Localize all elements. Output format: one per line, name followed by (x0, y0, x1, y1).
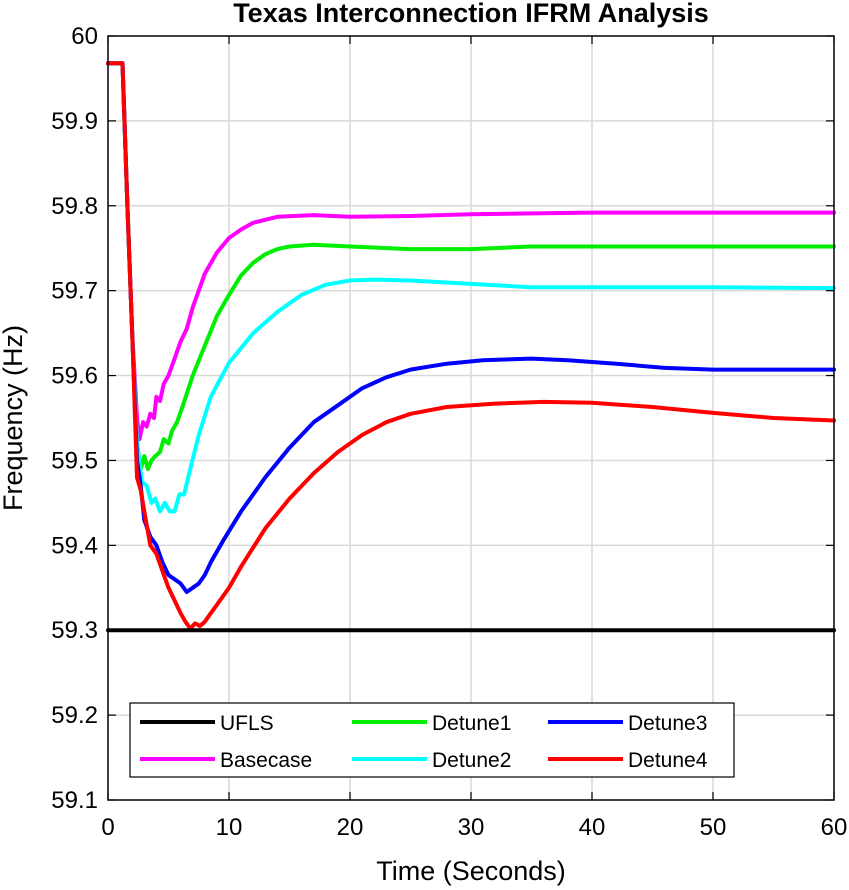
y-tick-label: 59.3 (51, 617, 98, 644)
legend: UFLS Basecase Detune1 Detune2 Detune3 Detune4 (129, 702, 735, 778)
y-tick-label: 59.8 (51, 193, 98, 220)
x-tick-label: 40 (579, 814, 606, 841)
x-tick-label: 30 (458, 814, 485, 841)
y-tick-label: 59.6 (51, 363, 98, 390)
legend-label-basecase: Basecase (220, 749, 312, 772)
y-tick-label: 59.2 (51, 702, 98, 729)
grid-lines (108, 36, 834, 800)
y-tick-label: 59.5 (51, 447, 98, 474)
series-line-detune4 (106, 61, 836, 631)
axis-ticks: 0 10 20 30 40 50 60 59.1 59.2 59.3 59.4 59.5 59.6 59.… (51, 23, 847, 841)
y-tick-label: 60 (71, 23, 98, 50)
legend-box (129, 702, 735, 778)
legend-label-detune1: Detune1 (432, 712, 511, 735)
x-tick-label: 50 (700, 814, 727, 841)
x-tick-label: 20 (337, 814, 364, 841)
y-tick-label: 59.7 (51, 278, 98, 305)
legend-label-detune2: Detune2 (432, 749, 511, 772)
legend-label-ufls: UFLS (220, 712, 274, 735)
y-tick-label: 59.4 (51, 532, 98, 559)
series-line-detune1 (106, 61, 836, 471)
x-axis-label: Time (Seconds) (376, 856, 566, 886)
x-tick-label: 0 (101, 814, 114, 841)
legend-label-detune4: Detune4 (628, 749, 708, 772)
y-tick-label: 59.1 (51, 787, 98, 814)
x-tick-label: 10 (216, 814, 243, 841)
x-tick-label: 60 (821, 814, 848, 841)
chart-title: Texas Interconnection IFRM Analysis (233, 0, 709, 28)
legend-label-detune3: Detune3 (628, 712, 707, 735)
y-tick-label: 59.9 (51, 108, 98, 135)
y-axis-label: Frequency (Hz) (0, 325, 28, 511)
series-lines (106, 61, 836, 633)
series-line-basecase (106, 61, 836, 442)
